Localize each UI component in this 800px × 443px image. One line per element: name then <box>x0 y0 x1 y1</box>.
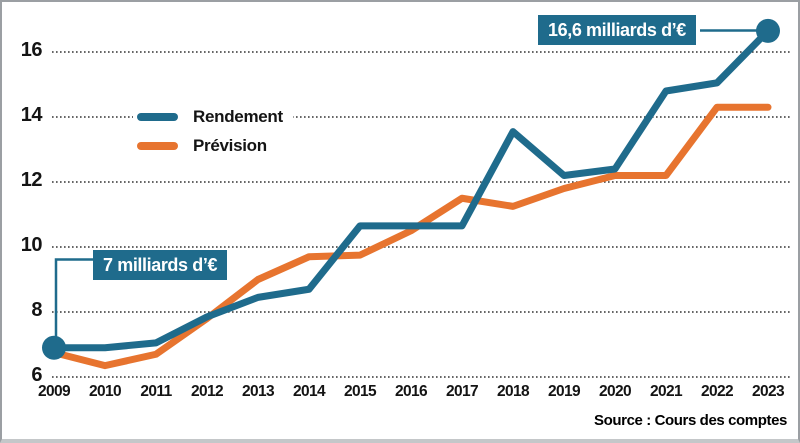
legend-label-rendement: Rendement <box>193 107 283 126</box>
source-credit: Source : Cours des comptes <box>594 412 787 429</box>
legend-label-prevision: Prévision <box>193 136 267 155</box>
prevision-line-swatch <box>137 142 178 150</box>
series-line-rendement <box>50 27 772 352</box>
y-axis-label-10: 10 <box>20 234 43 256</box>
y-axis-label-8: 8 <box>31 299 42 321</box>
x-axis-label-2010: 2010 <box>88 383 122 400</box>
y-axis-label-6: 6 <box>31 364 42 386</box>
x-axis-label-2023: 2023 <box>751 383 785 400</box>
legend-item-rendement: Rendement <box>137 106 283 128</box>
end-point-marker <box>756 18 780 43</box>
x-axis-label-2017: 2017 <box>445 383 479 400</box>
x-axis-label-2014: 2014 <box>292 383 326 400</box>
x-axis-label-2009: 2009 <box>37 383 71 400</box>
series-line-prevision <box>50 103 772 370</box>
y-axis-label-14: 14 <box>20 104 43 126</box>
x-axis-label-2019: 2019 <box>547 383 581 400</box>
annotation-end-value: 16,6 milliards d’€ <box>538 15 696 45</box>
chart-legend: Rendement Prévision <box>133 104 293 159</box>
start-point-marker <box>42 335 66 360</box>
x-axis-label-2018: 2018 <box>496 383 530 400</box>
legend-item-prevision: Prévision <box>137 135 283 157</box>
rendement-line-swatch <box>137 113 178 121</box>
x-axis-label-2012: 2012 <box>190 383 224 400</box>
annotation-start-connector <box>54 258 93 348</box>
x-axis-label-2015: 2015 <box>343 383 377 400</box>
annotation-start-value: 7 milliards d’€ <box>93 250 228 280</box>
y-axis-label-16: 16 <box>20 39 43 61</box>
x-axis-label-2022: 2022 <box>700 383 734 400</box>
x-axis-label-2020: 2020 <box>598 383 632 400</box>
y-axis-label-12: 12 <box>20 169 43 191</box>
x-axis-label-2021: 2021 <box>649 383 683 400</box>
x-axis-label-2011: 2011 <box>140 383 172 400</box>
x-axis-label-2013: 2013 <box>241 383 275 400</box>
x-axis-label-2016: 2016 <box>394 383 428 400</box>
